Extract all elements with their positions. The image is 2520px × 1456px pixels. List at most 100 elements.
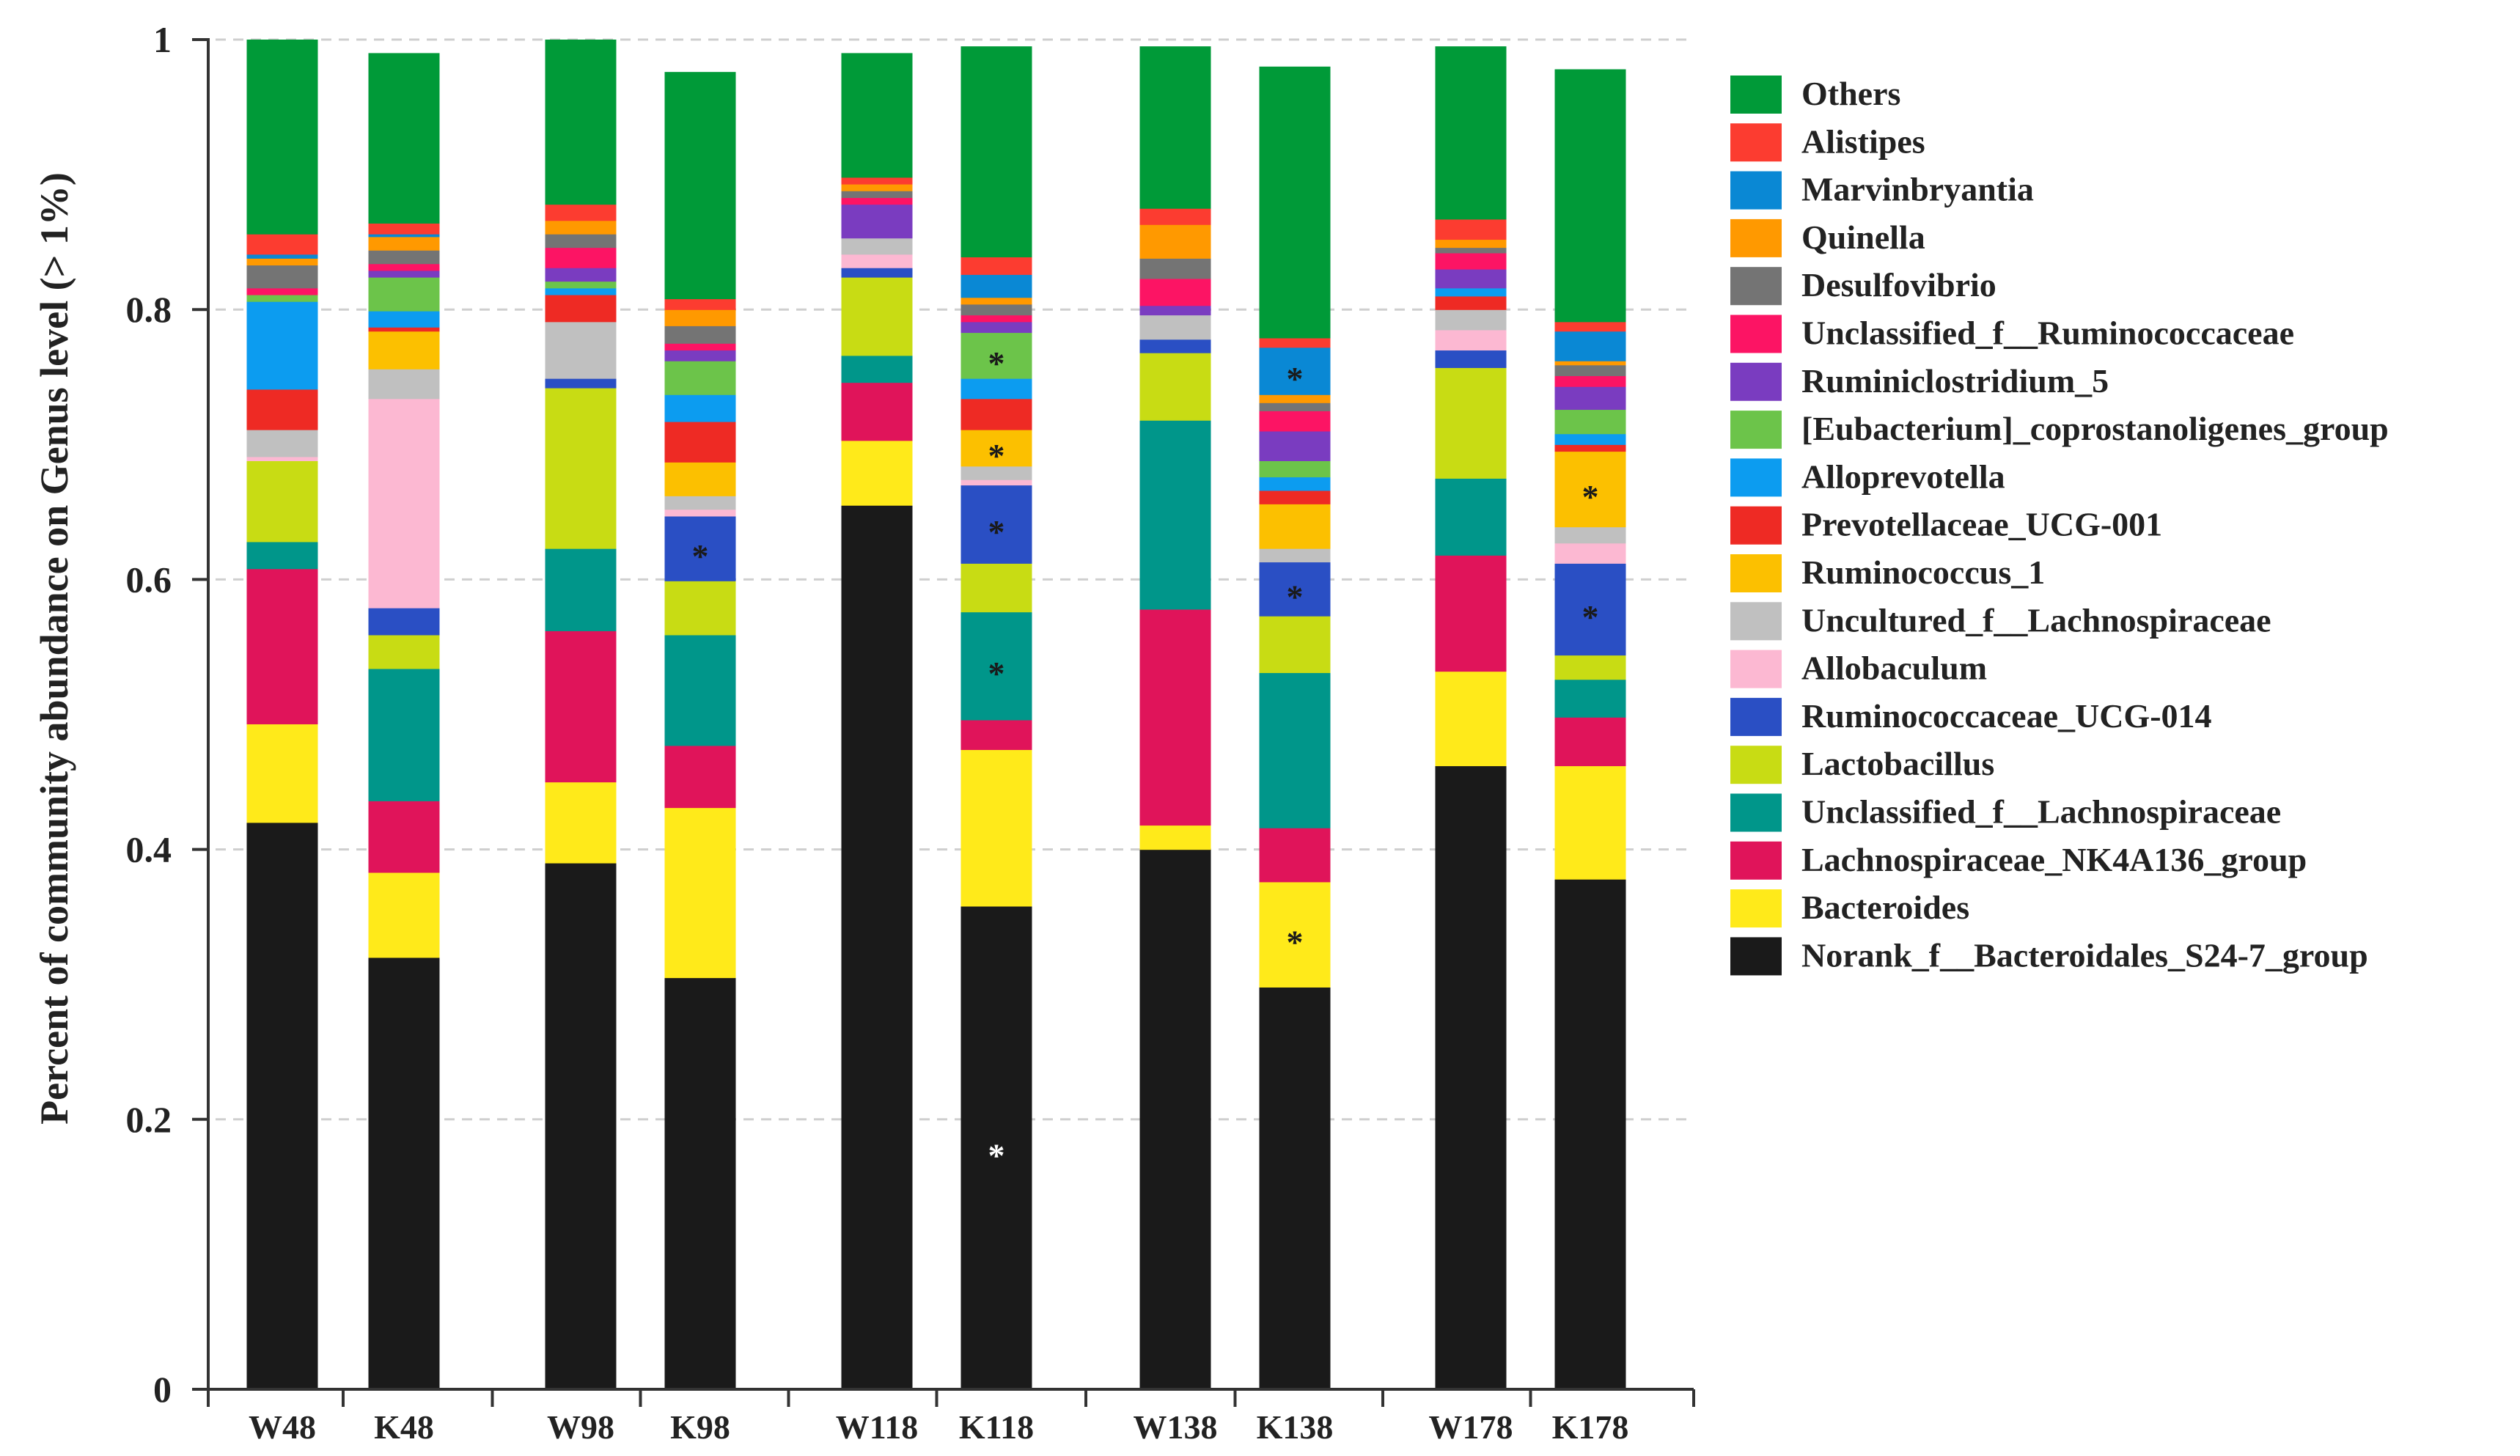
bar-segment-k178-unclassified-f-lachnospiraceae bbox=[1554, 679, 1626, 718]
bar-segment-k178-desulfovibrio bbox=[1554, 364, 1626, 377]
bar-segment-w178-ruminiclostridium-5 bbox=[1435, 268, 1507, 289]
legend-swatch bbox=[1730, 506, 1782, 545]
bar-segment-w48-allobaculum bbox=[246, 456, 318, 461]
bar-segment-k178-uncultured-f-lachnospiraceae bbox=[1554, 526, 1626, 544]
bar-segment-k178-lactobacillus bbox=[1554, 655, 1626, 680]
bar-segment-w98-alistipes bbox=[545, 204, 617, 221]
bar-segment-w118-unclassified-f-ruminococcaceae bbox=[841, 197, 913, 205]
y-tick-labels: 0 0.2 0.4 0.6 0.8 1 bbox=[126, 19, 172, 1410]
bar-k98 bbox=[664, 72, 736, 1390]
bar-segment-w98-unclassified-f-lachnospiraceae bbox=[545, 548, 617, 631]
x-tick-label: K48 bbox=[374, 1408, 434, 1446]
legend-item-unclassified-f-ruminococcaceae: Unclassified_f__Ruminococcaceae bbox=[1730, 315, 2294, 353]
bar-segment-w118-lachnospiraceae-nk4a136-group bbox=[841, 382, 913, 441]
bar-segment-w98-prevotellaceae-ucg-001 bbox=[545, 294, 617, 323]
bar-segment-k98-prevotellaceae-ucg-001 bbox=[664, 422, 736, 463]
bar-segment-w98-lachnospiraceae-nk4a136-group bbox=[545, 630, 617, 783]
bar-segment-w138-unclassified-f-lachnospiraceae bbox=[1139, 420, 1211, 610]
bar-segment-k138-others bbox=[1259, 66, 1331, 339]
bar-segment-w98-lactobacillus bbox=[545, 387, 617, 549]
bar-segment-k178-ruminococcaceae-ucg-014 bbox=[1554, 563, 1626, 656]
legend-item-uncultured-f-lachnospiraceae: Uncultured_f__Lachnospiraceae bbox=[1730, 601, 2271, 641]
legend-swatch bbox=[1730, 554, 1782, 592]
bar-segment-w178-others bbox=[1435, 46, 1507, 220]
y-tick-label: 0 bbox=[153, 1369, 172, 1410]
legend-label: Ruminiclostridium_5 bbox=[1801, 362, 2109, 400]
bar-w98 bbox=[545, 40, 617, 1390]
bar-segment-w178-lactobacillus bbox=[1435, 367, 1507, 479]
bar-segment-k118-lactobacillus bbox=[960, 563, 1032, 613]
bar-segment-k48-marvinbryantia bbox=[368, 234, 440, 238]
bar-segment-k98-bacteroides bbox=[664, 807, 736, 979]
bar-segment-k138-uncultured-f-lachnospiraceae bbox=[1259, 548, 1331, 563]
bar-segment-w48-quinella bbox=[246, 258, 318, 266]
bar-segment-w98-quinella bbox=[545, 220, 617, 235]
y-tick-label: 0.8 bbox=[126, 289, 172, 330]
legend-swatch bbox=[1730, 76, 1782, 114]
bar-segment-w138-lachnospiraceae-nk4a136-group bbox=[1139, 608, 1211, 826]
bar-segment-w98-uncultured-f-lachnospiraceae bbox=[545, 321, 617, 379]
bar-segment-w138-alistipes bbox=[1139, 208, 1211, 225]
bar-segment-w138-others bbox=[1139, 46, 1211, 209]
bar-segment-w178-quinella bbox=[1435, 239, 1507, 249]
legend-swatch bbox=[1730, 746, 1782, 784]
bar-segment-w118-uncultured-f-lachnospiraceae bbox=[841, 238, 913, 255]
axes bbox=[192, 38, 1695, 1407]
bar-segment-w118-norank-f-bacteroidales-s24-7-group bbox=[841, 505, 913, 1390]
bar-segment-k48-bacteroides bbox=[368, 872, 440, 958]
bar-segment-w138-uncultured-f-lachnospiraceae bbox=[1139, 315, 1211, 340]
legend-label: Lactobacillus bbox=[1801, 745, 1994, 782]
bar-segment-w48-alloprevotella bbox=[246, 301, 318, 390]
bar-segment-w48-uncultured-f-lachnospiraceae bbox=[246, 430, 318, 457]
bar-segment-w48-norank-f-bacteroidales-s24-7-group bbox=[246, 822, 318, 1390]
bar-segment-w138-unclassified-f-ruminococcaceae bbox=[1139, 278, 1211, 306]
bar-segment-k178-alistipes bbox=[1554, 321, 1626, 332]
bar-segment-k178-prevotellaceae-ucg-001 bbox=[1554, 444, 1626, 452]
legend-swatch bbox=[1730, 267, 1782, 306]
legend-item-lactobacillus: Lactobacillus bbox=[1730, 745, 1994, 784]
bar-segment-w48-bacteroides bbox=[246, 724, 318, 823]
bar-segment-k48-unclassified-f-ruminococcaceae bbox=[368, 263, 440, 271]
bar-segment-k98-alloprevotella bbox=[664, 394, 736, 422]
bar-segment-k118-lachnospiraceae-nk4a136-group bbox=[960, 719, 1032, 750]
bar-segment-k118-others bbox=[960, 46, 1032, 258]
bar-segment-w138-lactobacillus bbox=[1139, 353, 1211, 421]
significance-star: * bbox=[1287, 578, 1304, 615]
bar-segment-w178-allobaculum bbox=[1435, 329, 1507, 351]
bar-segment-k48-lactobacillus bbox=[368, 634, 440, 669]
x-tick-label: W48 bbox=[249, 1408, 316, 1446]
bar-segment-k48-prevotellaceae-ucg-001 bbox=[368, 327, 440, 332]
bar-segment-k98-lachnospiraceae-nk4a136-group bbox=[664, 745, 736, 809]
bar-segment-k98-unclassified-f-lachnospiraceae bbox=[664, 634, 736, 746]
bar-k48 bbox=[368, 53, 440, 1390]
bar-segment-k118-prevotellaceae-ucg-001 bbox=[960, 398, 1032, 430]
significance-star: * bbox=[988, 655, 1005, 692]
bar-segment-k48-lachnospiraceae-nk4a136-group bbox=[368, 801, 440, 873]
legend-label: Lachnospiraceae_NK4A136_group bbox=[1801, 841, 2307, 878]
legend-swatch bbox=[1730, 411, 1782, 449]
bar-segment-k138-prevotellaceae-ucg-001 bbox=[1259, 490, 1331, 504]
bar-segment-k48-alistipes bbox=[368, 223, 440, 235]
x-tick-label: W98 bbox=[547, 1408, 614, 1446]
bar-segment-k48-allobaculum bbox=[368, 398, 440, 608]
bar-segment-w178-alloprevotella bbox=[1435, 287, 1507, 297]
legend-item-alloprevotella: Alloprevotella bbox=[1730, 457, 2005, 497]
legend-label: Uncultured_f__Lachnospiraceae bbox=[1801, 601, 2271, 639]
legend-swatch bbox=[1730, 793, 1782, 832]
legend-label: Marvinbryantia bbox=[1801, 171, 2034, 208]
bar-segment-w98-desulfovibrio bbox=[545, 234, 617, 249]
bar-segment-k98-alistipes bbox=[664, 298, 736, 310]
legend-label: Prevotellaceae_UCG-001 bbox=[1801, 506, 2162, 543]
legend-item-ruminococcaceae-ucg-014: Ruminococcaceae_UCG-014 bbox=[1730, 697, 2212, 736]
bar-segment-k118-ruminococcus-1 bbox=[960, 430, 1032, 467]
bar-segment-w118-allobaculum bbox=[841, 254, 913, 268]
bar-segment-w118-desulfovibrio bbox=[841, 191, 913, 198]
bar-segment-w98-ruminiclostridium-5 bbox=[545, 268, 617, 282]
bar-segment-k118-quinella bbox=[960, 297, 1032, 305]
bar-segment-k178-norank-f-bacteroidales-s24-7-group bbox=[1554, 879, 1626, 1390]
bar-w48 bbox=[246, 40, 318, 1390]
legend-item-alistipes: Alistipes bbox=[1730, 122, 1925, 162]
bar-segment-k138-eubacterium-coprostanoligenes-group bbox=[1259, 460, 1331, 478]
bar-segment-k178-unclassified-f-ruminococcaceae bbox=[1554, 375, 1626, 387]
bar-segment-k178-quinella bbox=[1554, 361, 1626, 366]
